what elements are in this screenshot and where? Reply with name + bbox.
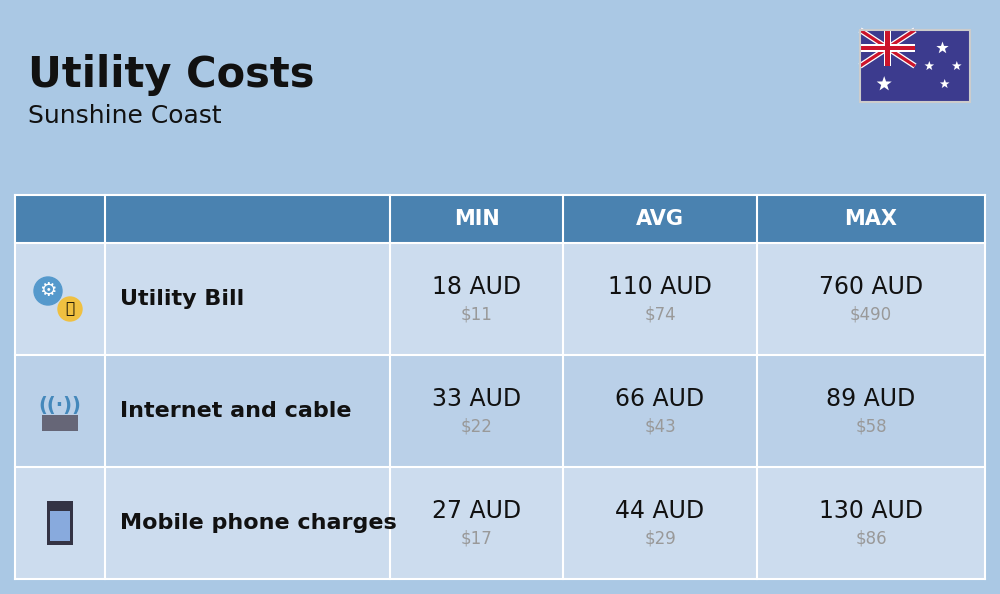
Polygon shape <box>936 42 949 53</box>
Circle shape <box>34 277 62 305</box>
Polygon shape <box>940 79 949 88</box>
Bar <box>859 29 916 67</box>
Text: Utility Costs: Utility Costs <box>28 54 314 96</box>
Text: ⚙: ⚙ <box>39 282 57 301</box>
Text: $22: $22 <box>461 418 492 436</box>
Text: 130 AUD: 130 AUD <box>819 499 923 523</box>
Text: $74: $74 <box>644 306 676 324</box>
Bar <box>860 46 915 50</box>
Text: $11: $11 <box>461 306 492 324</box>
Text: MIN: MIN <box>454 209 499 229</box>
Text: $43: $43 <box>644 418 676 436</box>
Bar <box>42 415 78 431</box>
Bar <box>860 45 915 52</box>
Polygon shape <box>877 76 892 90</box>
Text: 27 AUD: 27 AUD <box>432 499 521 523</box>
Bar <box>884 30 891 66</box>
Bar <box>47 501 73 545</box>
Text: Utility Bill: Utility Bill <box>120 289 244 309</box>
Text: AVG: AVG <box>636 209 684 229</box>
Polygon shape <box>925 61 934 70</box>
Text: Sunshine Coast: Sunshine Coast <box>28 104 222 128</box>
Bar <box>859 29 916 67</box>
Text: MAX: MAX <box>844 209 898 229</box>
Bar <box>858 27 917 68</box>
Text: $29: $29 <box>644 530 676 548</box>
Circle shape <box>58 297 82 321</box>
Text: 110 AUD: 110 AUD <box>608 275 712 299</box>
Text: 66 AUD: 66 AUD <box>615 387 705 411</box>
Text: $490: $490 <box>850 306 892 324</box>
Text: Mobile phone charges: Mobile phone charges <box>120 513 397 533</box>
Bar <box>15 467 985 579</box>
Text: 18 AUD: 18 AUD <box>432 275 521 299</box>
Bar <box>860 30 970 102</box>
Text: 44 AUD: 44 AUD <box>615 499 705 523</box>
Bar <box>858 27 917 68</box>
Text: $58: $58 <box>855 418 887 436</box>
Text: 🔌: 🔌 <box>65 302 75 317</box>
Text: ((·)): ((·)) <box>39 397 81 415</box>
Text: $17: $17 <box>461 530 492 548</box>
Text: 33 AUD: 33 AUD <box>432 387 521 411</box>
Bar <box>860 30 970 102</box>
Text: 89 AUD: 89 AUD <box>826 387 916 411</box>
Polygon shape <box>952 61 962 70</box>
Bar <box>15 195 985 243</box>
Bar <box>15 355 985 467</box>
Text: $86: $86 <box>855 530 887 548</box>
Text: Internet and cable: Internet and cable <box>120 401 352 421</box>
Bar <box>885 30 890 66</box>
Text: 760 AUD: 760 AUD <box>819 275 923 299</box>
Bar <box>15 243 985 355</box>
Bar <box>50 511 70 541</box>
